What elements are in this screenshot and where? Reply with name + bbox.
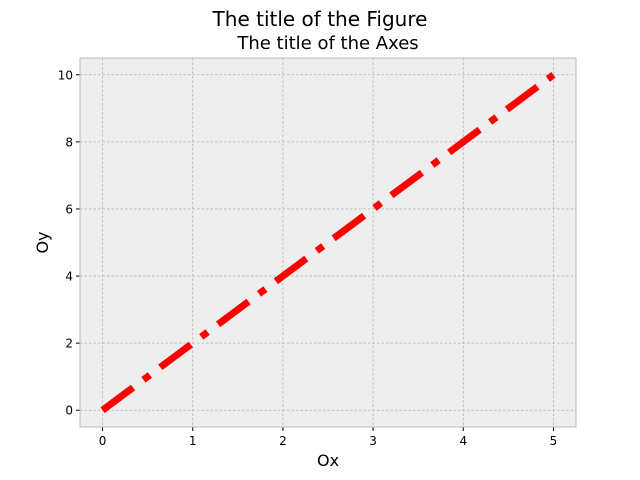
series-line-0	[100, 71, 556, 414]
axes-title: The title of the Axes	[236, 33, 418, 54]
figure-title: The title of the Figure	[212, 7, 428, 31]
axis-ticks	[76, 74, 554, 431]
x-tick-label-1: 1	[189, 434, 197, 448]
y-axis-label: Oy	[33, 231, 52, 253]
x-tick-label-2: 2	[279, 434, 287, 448]
plot-area	[80, 58, 576, 427]
tick-labels: 0 1 2 3 4 5 0 2 4 6 8 10	[58, 68, 558, 448]
y-tick-label-2: 4	[65, 270, 73, 284]
axes-frame	[79, 57, 577, 428]
y-tick-label-0: 0	[65, 404, 73, 418]
y-tick-label-1: 2	[65, 337, 73, 351]
y-tick-label-5: 10	[58, 68, 73, 82]
series-layer	[100, 71, 556, 414]
grid-lines	[80, 58, 576, 427]
y-tick-label-3: 6	[65, 202, 73, 216]
x-tick-label-4: 4	[459, 434, 467, 448]
y-tick-label-4: 8	[65, 135, 73, 149]
x-tick-label-3: 3	[369, 434, 377, 448]
x-tick-label-5: 5	[550, 434, 558, 448]
x-tick-label-0: 0	[99, 434, 107, 448]
x-axis-label: Ox	[317, 451, 339, 470]
